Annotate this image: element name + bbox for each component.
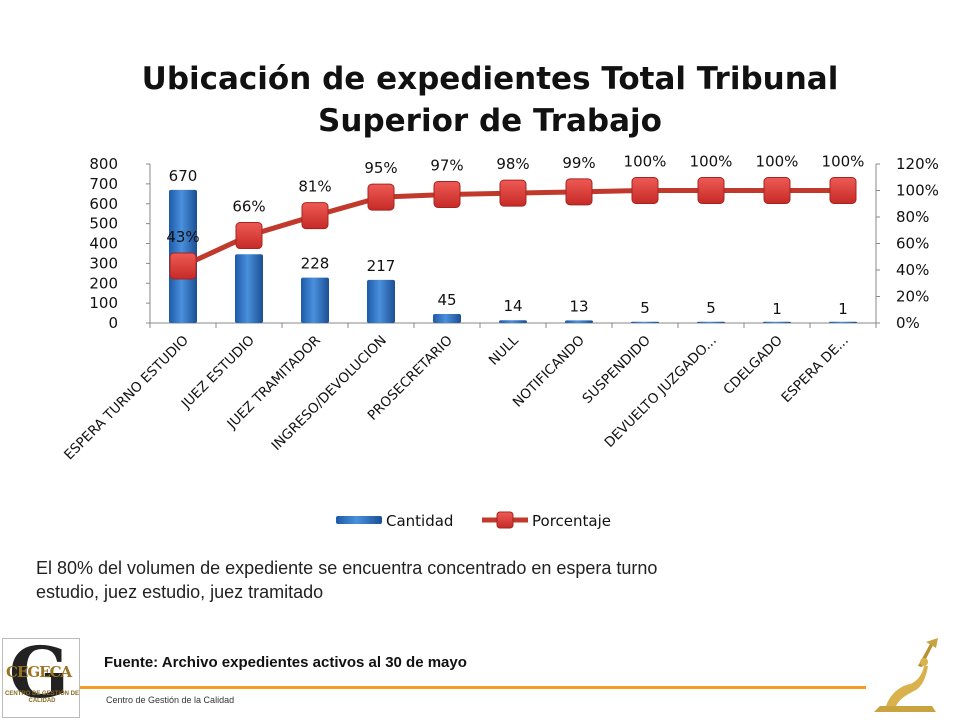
right-tick-label: 80% <box>896 208 929 226</box>
line-point-9 <box>763 177 791 204</box>
line-value-label-8: 100% <box>690 153 733 171</box>
summary-line-1: El 80% del volumen de expediente se encu… <box>36 558 658 578</box>
left-tick-label: 100 <box>89 294 118 312</box>
x-category-label-0: ESPERA TURNO ESTUDIO <box>61 333 192 464</box>
left-tick-label: 300 <box>89 254 118 272</box>
line-point-4 <box>433 180 461 208</box>
line-value-label-10: 100% <box>822 153 865 171</box>
source-note: Fuente: Archivo expedientes activos al 3… <box>104 654 467 671</box>
bar-value-label-2: 228 <box>301 255 330 273</box>
org-name: Centro de Gestión de la Calidad <box>106 695 235 705</box>
line-value-label-2: 81% <box>298 178 331 196</box>
bar-value-label-4: 45 <box>437 291 456 309</box>
bar-value-label-7: 5 <box>640 299 650 317</box>
chart-title-line-1: Ubicación de expedientes Total Tribunal <box>141 61 839 97</box>
x-category-label-5: NULL <box>486 332 522 368</box>
bar-4 <box>433 314 461 323</box>
line-value-label-4: 97% <box>430 156 463 174</box>
x-category-label-10: ESPERA DE... <box>778 333 851 406</box>
legend-cantidad-label: Cantidad <box>386 512 453 530</box>
right-tick-label: 120% <box>896 155 939 173</box>
x-category-label-9: CDELGADO <box>720 333 785 398</box>
line-point-1 <box>235 222 263 250</box>
right-tick-label: 20% <box>896 288 929 306</box>
justice-statue-icon <box>874 638 938 712</box>
bar-value-label-8: 5 <box>706 299 716 317</box>
line-value-label-9: 100% <box>756 153 799 171</box>
bar-value-label-10: 1 <box>838 300 848 318</box>
bar-7 <box>631 321 659 323</box>
logo-g-letter: G <box>9 638 69 714</box>
line-point-6 <box>565 178 593 206</box>
right-tick-label: 100% <box>896 182 939 200</box>
line-value-label-6: 99% <box>562 154 595 172</box>
left-tick-label: 500 <box>89 215 118 233</box>
bar-value-label-9: 1 <box>772 300 782 318</box>
line-value-label-7: 100% <box>624 153 667 171</box>
line-point-2 <box>301 202 329 230</box>
x-category-label-3: INGRESO/DEVOLUCION <box>268 333 389 454</box>
x-category-label-7: SUSPENDIDO <box>579 333 653 407</box>
left-tick-label: 400 <box>89 235 118 253</box>
bar-value-label-0: 670 <box>169 167 198 185</box>
line-value-label-0: 43% <box>166 228 199 246</box>
line-value-label-3: 95% <box>364 159 397 177</box>
line-point-5 <box>499 179 527 207</box>
summary-line-2: estudio, juez estudio, juez tramitado <box>36 582 324 602</box>
right-tick-label: 60% <box>896 235 929 253</box>
bar-value-label-3: 217 <box>367 257 396 275</box>
footer-divider <box>80 686 866 689</box>
left-tick-label: 800 <box>89 155 118 173</box>
bar-8 <box>697 321 725 323</box>
chart-title: Ubicación de expedientes Total Tribunal … <box>120 58 860 142</box>
bar-3 <box>367 279 395 323</box>
bar-5 <box>499 320 527 323</box>
bar-1 <box>235 254 263 323</box>
bar-6 <box>565 320 593 323</box>
logo-word: CEGECA <box>6 663 72 681</box>
left-tick-label: 200 <box>89 274 118 292</box>
bar-value-label-6: 13 <box>569 297 588 315</box>
x-category-label-8: DEVUELTO JUZGADO... <box>602 333 720 451</box>
bar-10 <box>829 321 857 323</box>
left-tick-label: 700 <box>89 175 118 193</box>
line-point-8 <box>697 177 725 204</box>
legend-porcentaje-label: Porcentaje <box>532 512 611 530</box>
logo-subtext: CENTRO DE GESTIÓN DE CALIDAD <box>5 691 80 704</box>
line-point-3 <box>367 183 395 211</box>
line-point-7 <box>631 177 659 204</box>
bar-2 <box>301 277 329 323</box>
line-value-label-5: 98% <box>496 155 529 173</box>
right-tick-label: 0% <box>896 314 920 332</box>
summary-text: El 80% del volumen de expediente se encu… <box>36 556 888 604</box>
line-value-label-1: 66% <box>232 198 265 216</box>
chart-title-line-2: Superior de Trabajo <box>318 103 662 139</box>
left-tick-label: 600 <box>89 195 118 213</box>
legend-cantidad-swatch <box>336 516 382 524</box>
right-tick-label: 40% <box>896 261 929 279</box>
bar-value-label-5: 14 <box>503 297 522 315</box>
left-tick-label: 0 <box>108 314 118 332</box>
legend-porcentaje-marker <box>496 511 514 529</box>
bar-9 <box>763 321 791 323</box>
line-point-10 <box>829 177 857 204</box>
cegeca-logo: G CEGECA CENTRO DE GESTIÓN DE CALIDAD <box>2 638 80 718</box>
line-point-0 <box>169 252 197 280</box>
